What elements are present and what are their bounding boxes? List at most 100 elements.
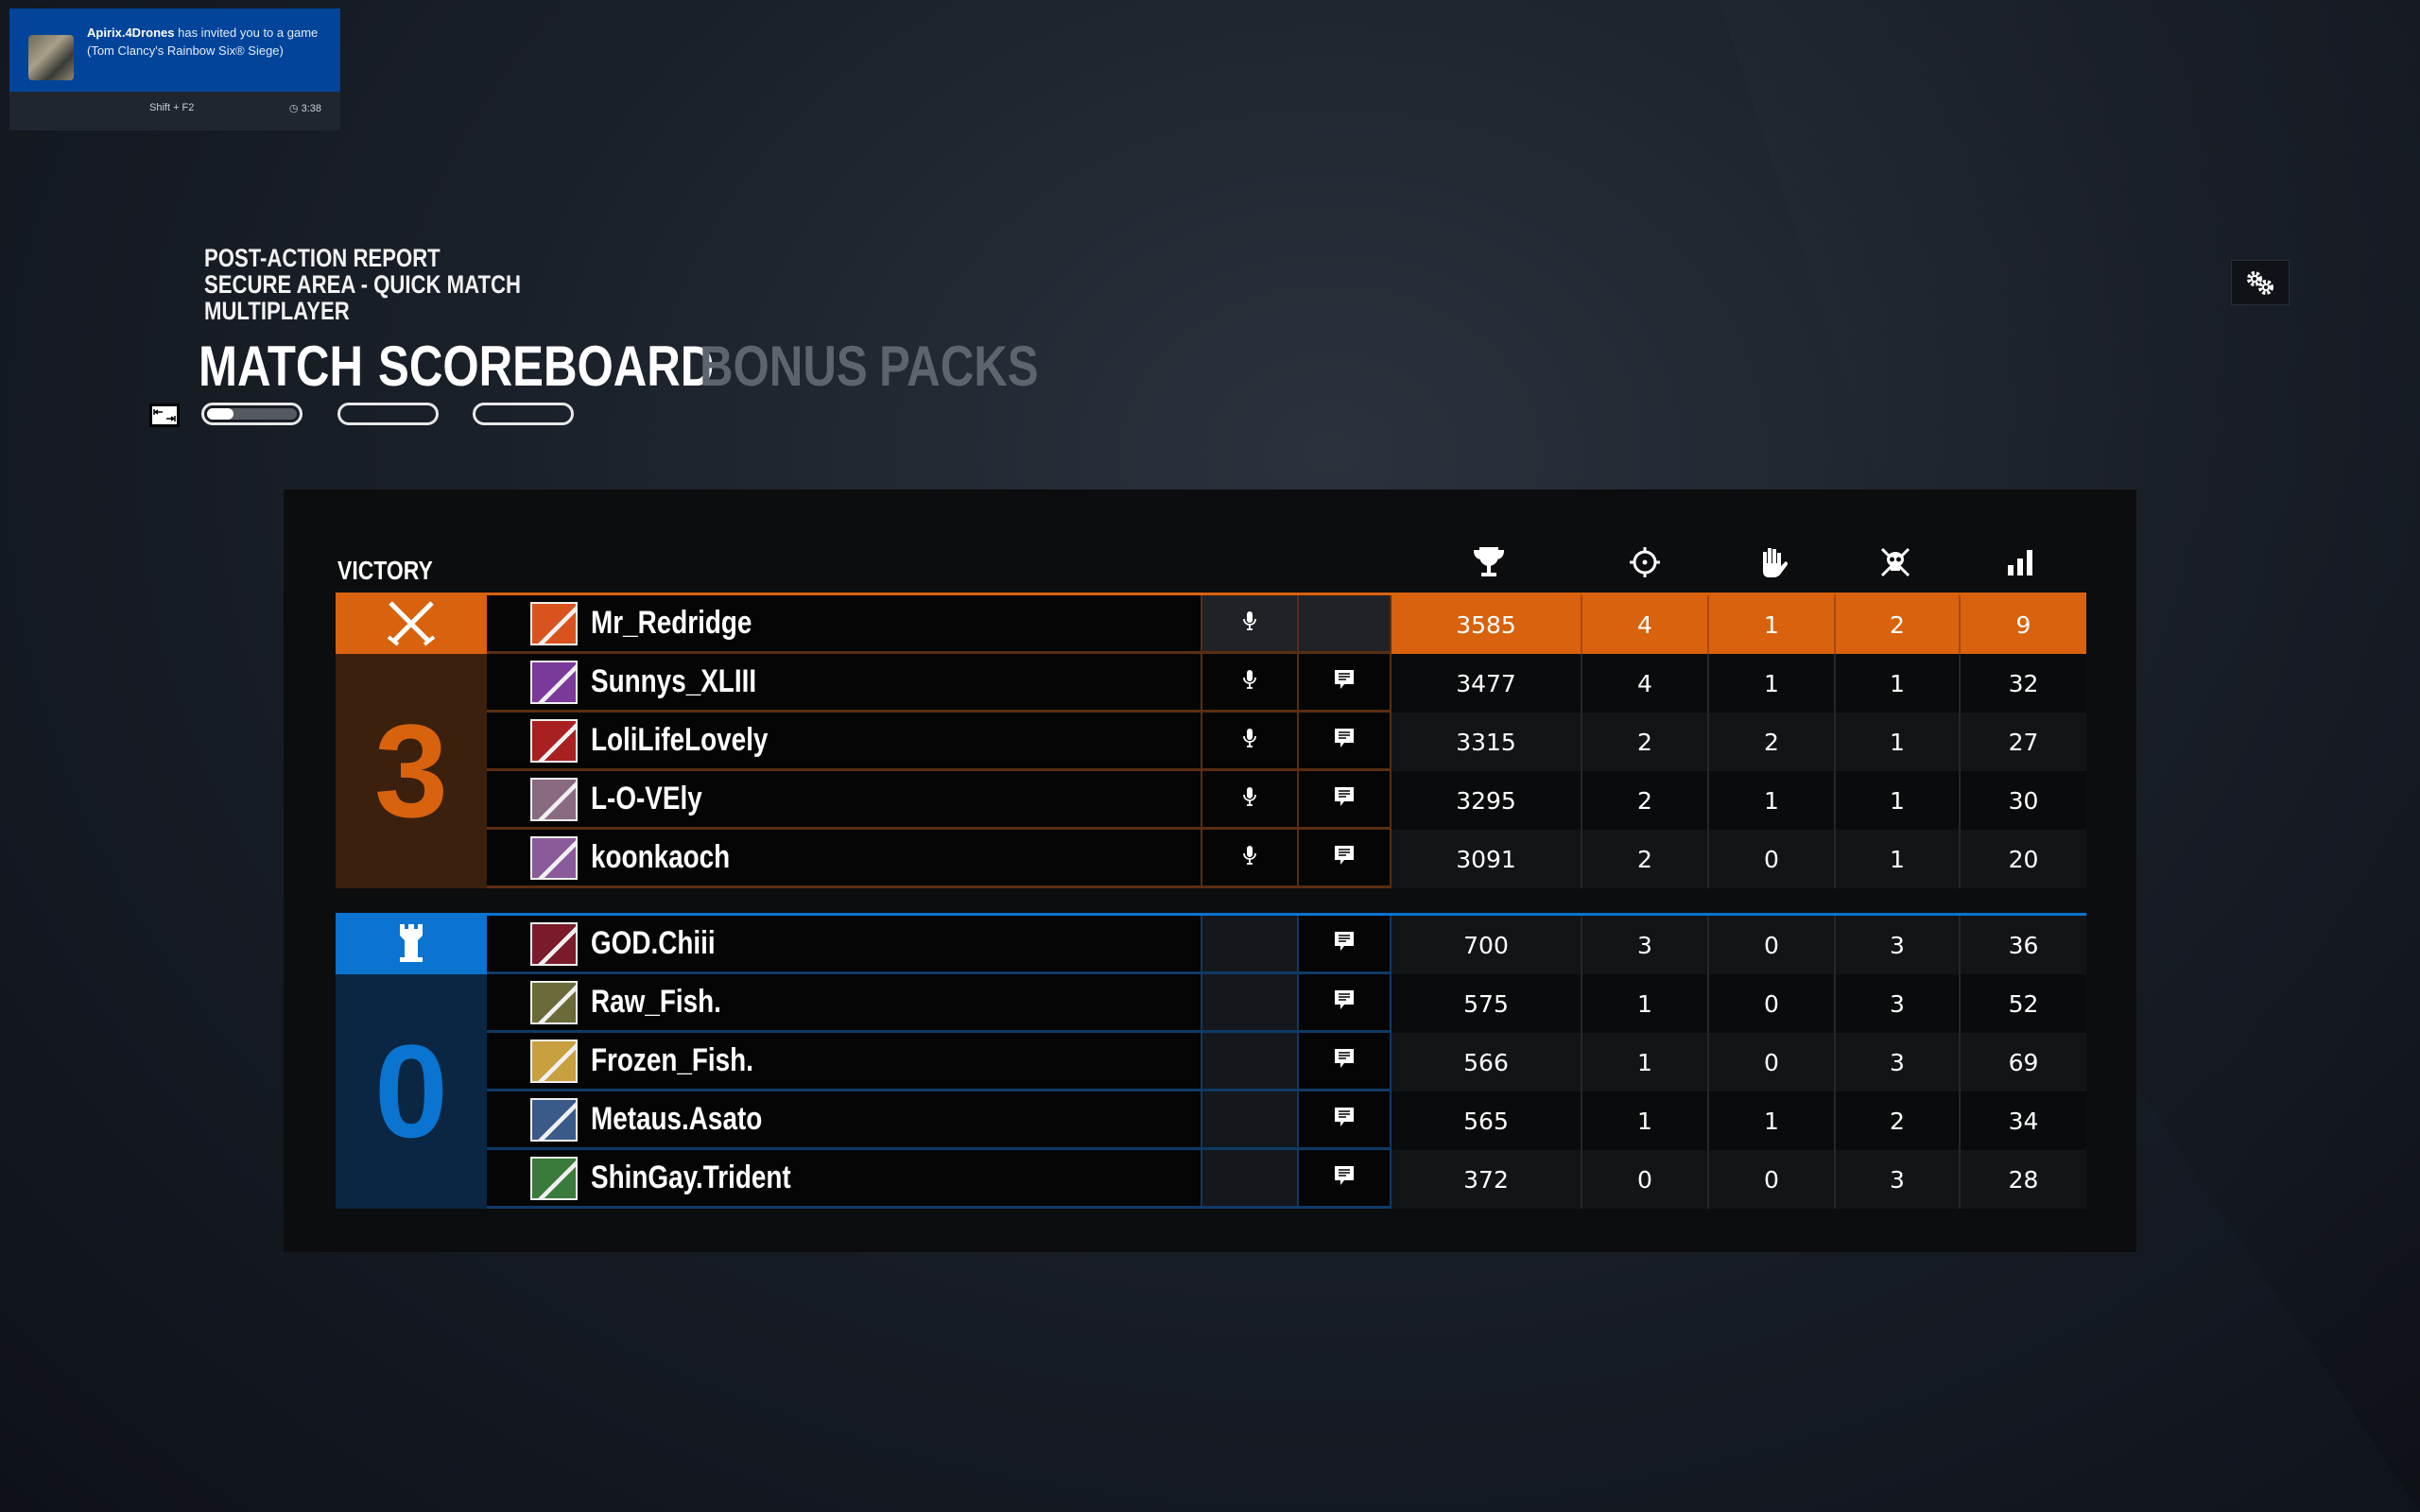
tab-bonus[interactable]: BONUS xyxy=(700,335,868,398)
mic-cell[interactable] xyxy=(1201,830,1297,888)
stat-score: 372 xyxy=(1392,1150,1581,1209)
player-row[interactable]: Sunnys_XLIII 3477 4 1 1 32 xyxy=(487,654,2086,713)
collapse-toggle-button[interactable] xyxy=(149,404,180,427)
mic-cell[interactable] xyxy=(1201,771,1297,830)
player-name-cell[interactable]: Metaus.Asato xyxy=(487,1091,1201,1150)
mic-cell[interactable] xyxy=(1201,595,1297,654)
chat-cell[interactable] xyxy=(1297,1150,1392,1209)
team-score: 0 xyxy=(336,974,487,1209)
tab-match[interactable]: MATCH xyxy=(199,335,363,398)
stat-ping: 34 xyxy=(1959,1091,2086,1150)
player-name-cell[interactable]: Raw_Fish. xyxy=(487,974,1201,1033)
stat-score: 565 xyxy=(1392,1091,1581,1150)
player-row[interactable]: Frozen_Fish. 566 1 0 3 69 xyxy=(487,1033,2086,1091)
stat-assists: 0 xyxy=(1707,1150,1834,1209)
player-name-cell[interactable]: L-O-VEly xyxy=(487,771,1201,830)
invite-text: has invited you to a game (Tom Clancy's … xyxy=(87,26,319,58)
chat-cell[interactable] xyxy=(1297,654,1392,713)
player-row[interactable]: koonkaoch 3091 2 0 1 20 xyxy=(487,830,2086,888)
defenders-badge xyxy=(336,916,487,974)
operator-icon xyxy=(530,718,578,763)
tab-packs[interactable]: PACKS xyxy=(879,335,1039,398)
stat-score: 700 xyxy=(1392,916,1581,974)
tab-bar: MATCH SCOREBOARD BONUS PACKS xyxy=(199,336,1059,397)
chat-icon[interactable] xyxy=(1333,1164,1356,1192)
microphone-icon[interactable] xyxy=(1243,610,1256,636)
stat-assists: 1 xyxy=(1707,595,1834,654)
stat-deaths: 1 xyxy=(1834,771,1959,830)
page-indicator-3[interactable] xyxy=(473,403,574,425)
player-name-cell[interactable]: Frozen_Fish. xyxy=(487,1033,1201,1091)
player-row[interactable]: Mr_Redridge 3585 4 1 2 9 xyxy=(487,595,2086,654)
castle-tower-icon xyxy=(397,922,425,969)
chat-icon[interactable] xyxy=(1333,930,1356,957)
mic-cell[interactable] xyxy=(1201,654,1297,713)
stat-deaths: 2 xyxy=(1834,1091,1959,1150)
operator-icon xyxy=(530,980,578,1024)
operator-icon xyxy=(530,777,578,821)
sender-name: Apirix.4Drones xyxy=(87,26,175,40)
chat-cell[interactable] xyxy=(1297,974,1392,1033)
microphone-icon[interactable] xyxy=(1243,728,1256,753)
stat-assists: 1 xyxy=(1707,1091,1834,1150)
player-row[interactable]: Metaus.Asato 565 1 1 2 34 xyxy=(487,1091,2086,1150)
stat-kills: 1 xyxy=(1581,1033,1707,1091)
player-name: koonkaoch xyxy=(591,839,731,875)
chat-cell[interactable] xyxy=(1297,916,1392,974)
stat-assists: 0 xyxy=(1707,830,1834,888)
chat-cell[interactable] xyxy=(1297,771,1392,830)
chat-cell xyxy=(1297,595,1392,654)
stat-kills: 1 xyxy=(1581,974,1707,1033)
chat-cell[interactable] xyxy=(1297,1033,1392,1091)
mic-cell[interactable] xyxy=(1201,713,1297,771)
mic-cell xyxy=(1201,1091,1297,1150)
player-name-cell[interactable]: GOD.Chiii xyxy=(487,916,1201,974)
page-indicator-2[interactable] xyxy=(337,403,439,425)
stat-kills: 4 xyxy=(1581,595,1707,654)
stat-score: 3091 xyxy=(1392,830,1581,888)
chat-icon[interactable] xyxy=(1333,844,1356,871)
operator-icon xyxy=(530,921,578,966)
player-name: L-O-VEly xyxy=(591,781,702,816)
chat-icon[interactable] xyxy=(1333,988,1356,1016)
player-name-cell[interactable]: LoliLifeLovely xyxy=(487,713,1201,771)
player-name: GOD.Chiii xyxy=(591,925,716,961)
stat-score: 3295 xyxy=(1392,771,1581,830)
game-invite-notification[interactable]: Apirix.4Drones has invited you to a game… xyxy=(9,9,340,130)
player-row[interactable]: ShinGay.Trident 372 0 0 3 28 xyxy=(487,1150,2086,1209)
settings-button[interactable] xyxy=(2231,260,2290,305)
microphone-icon[interactable] xyxy=(1243,786,1256,812)
stat-score: 566 xyxy=(1392,1033,1581,1091)
stat-assists: 1 xyxy=(1707,771,1834,830)
chat-icon[interactable] xyxy=(1333,785,1356,813)
player-name-cell[interactable]: Sunnys_XLIII xyxy=(487,654,1201,713)
stat-kills: 2 xyxy=(1581,713,1707,771)
report-header: POST-ACTION REPORT SECURE AREA - QUICK M… xyxy=(204,245,591,324)
clock-icon: ◷ xyxy=(288,103,299,114)
player-row[interactable]: L-O-VEly 3295 2 1 1 30 xyxy=(487,771,2086,830)
microphone-icon[interactable] xyxy=(1243,669,1256,695)
chat-icon[interactable] xyxy=(1333,668,1356,696)
chat-cell[interactable] xyxy=(1297,1091,1392,1150)
stat-deaths: 3 xyxy=(1834,974,1959,1033)
chat-icon[interactable] xyxy=(1333,727,1356,754)
chat-icon[interactable] xyxy=(1333,1106,1356,1133)
tab-scoreboard[interactable]: SCOREBOARD xyxy=(378,335,715,398)
stat-ping: 69 xyxy=(1959,1033,2086,1091)
operator-icon xyxy=(530,660,578,704)
player-name-cell[interactable]: ShinGay.Trident xyxy=(487,1150,1201,1209)
player-row[interactable]: Raw_Fish. 575 1 0 3 52 xyxy=(487,974,2086,1033)
chat-cell[interactable] xyxy=(1297,830,1392,888)
stat-ping: 36 xyxy=(1959,916,2086,974)
mic-cell xyxy=(1201,1150,1297,1209)
player-name-cell[interactable]: Mr_Redridge xyxy=(487,595,1201,654)
chat-icon[interactable] xyxy=(1333,1047,1356,1074)
player-row[interactable]: GOD.Chiii 700 3 0 3 36 xyxy=(487,916,2086,974)
microphone-icon[interactable] xyxy=(1243,845,1256,870)
stat-deaths: 3 xyxy=(1834,1150,1959,1209)
trophy-icon xyxy=(1470,543,1508,581)
page-indicator-1[interactable] xyxy=(201,403,302,425)
player-row[interactable]: LoliLifeLovely 3315 2 2 1 27 xyxy=(487,713,2086,771)
player-name-cell[interactable]: koonkaoch xyxy=(487,830,1201,888)
chat-cell[interactable] xyxy=(1297,713,1392,771)
